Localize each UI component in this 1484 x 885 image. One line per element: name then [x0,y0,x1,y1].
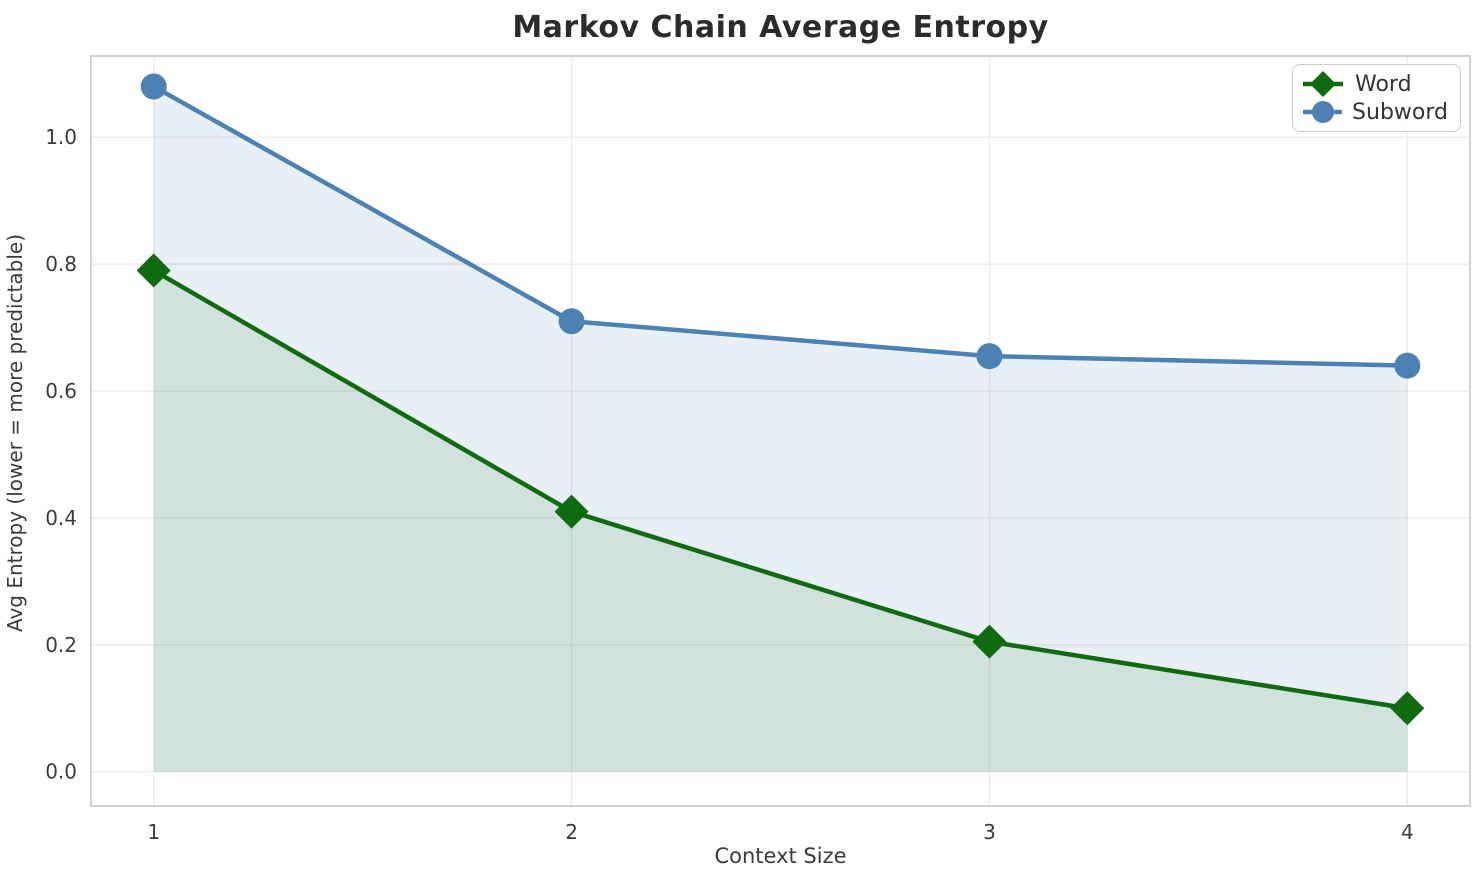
word-diamond-marker-icon [1303,71,1343,97]
x-tick-label: 3 [983,820,996,844]
y-tick-label: 0.8 [45,252,77,276]
data-point-subword-x2 [558,308,585,335]
subword-circle-marker-icon [1303,101,1343,123]
legend-item-word[interactable]: Word [1301,71,1448,97]
y-tick-label: 0.0 [45,760,77,784]
y-tick-label: 1.0 [45,125,77,149]
line-subword [151,84,1410,368]
legend-label-subword: Subword [1352,99,1448,125]
chart-title: Markov Chain Average Entropy [512,10,1049,45]
data-point-word-x3 [972,624,1007,659]
data-point-word-x4 [1390,691,1425,726]
plot-frame [90,55,1471,807]
y-tick-label: 0.4 [45,506,77,530]
area-fill-subword [153,86,1408,772]
data-point-word-x1 [136,253,171,288]
y-tick-label: 0.6 [45,379,77,403]
line-word [151,268,1410,711]
area-fill-word [153,270,1408,772]
x-tick-label: 4 [1401,820,1414,844]
data-point-subword-x1 [140,73,167,100]
data-point-subword-x3 [976,343,1003,370]
x-tick-label: 2 [565,820,578,844]
data-point-subword-x4 [1394,352,1421,379]
x-axis-label: Context Size [714,844,847,868]
data-point-word-x2 [554,494,589,529]
legend-label-word: Word [1355,71,1412,97]
x-tick-label: 1 [147,820,160,844]
legend-item-subword[interactable]: Subword [1301,99,1448,125]
legend: Word Subword [1292,64,1461,132]
y-tick-label: 0.2 [45,633,77,657]
